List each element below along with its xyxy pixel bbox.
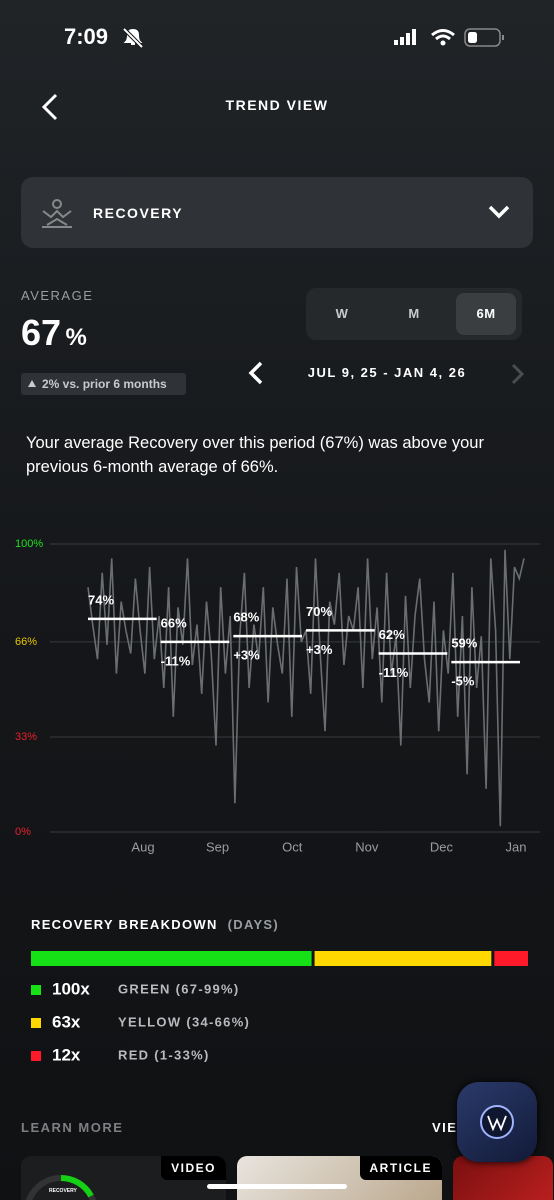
breakdown-segment (494, 951, 528, 966)
learn-more-title: LEARN MORE (21, 1120, 124, 1135)
x-tick-label: Jan (506, 839, 527, 854)
x-tick-label: Aug (131, 839, 154, 854)
home-indicator (207, 1184, 347, 1189)
status-time: 7:09 (64, 24, 109, 49)
subtitle: (DAYS) (228, 917, 279, 932)
next-period[interactable] (508, 362, 526, 386)
change-text: 2% vs. prior 6 months (42, 377, 167, 391)
category-label: GREEN (67-99%) (118, 981, 240, 996)
change-label: -5% (451, 674, 475, 689)
thumb-label: RECOVERY (49, 1188, 77, 1194)
category-label: RED (1-33%) (118, 1047, 210, 1062)
x-tick-label: Oct (282, 839, 303, 854)
period-tab[interactable]: 6M (456, 293, 516, 335)
change-label: +3% (306, 642, 333, 657)
previous-period[interactable] (246, 360, 266, 386)
count-label: 12x (52, 1045, 81, 1064)
summary: Your average Recovery over this period (… (26, 434, 484, 476)
page-title: TREND VIEW (225, 97, 329, 113)
card-thumb (26, 1175, 96, 1200)
assistant-button[interactable] (457, 1082, 537, 1162)
average-label: 68% (233, 610, 259, 625)
breakdown-segment (31, 951, 312, 966)
period-tabs: W M 6M (306, 288, 522, 340)
mute-icon (122, 27, 144, 49)
metric-label: RECOVERY (93, 205, 184, 221)
change-badge: 2% vs. prior 6 months (21, 373, 186, 395)
card-tag: VIDEO (161, 1156, 226, 1180)
title: RECOVERY BREAKDOWN (31, 917, 218, 932)
average-value: 67 % (21, 312, 87, 354)
x-tick-label: Dec (430, 839, 454, 854)
legend-swatch (31, 1051, 41, 1061)
card-tag: ARTICLE (359, 1156, 442, 1180)
recovery-icon (42, 199, 72, 228)
y-tick-label: 100% (15, 538, 43, 550)
average-label: 59% (451, 636, 477, 651)
category-label: YELLOW (34-66%) (118, 1014, 250, 1029)
dropdown-chevron (488, 205, 510, 219)
metric-selector[interactable]: RECOVERY (21, 177, 533, 248)
breakdown-title: RECOVERY BREAKDOWN (DAYS) (31, 917, 279, 932)
average-number: 67 (21, 312, 62, 353)
video-card[interactable]: RECOVERY VIDEO (21, 1156, 226, 1200)
legend-swatch (31, 1018, 41, 1028)
change-label: +3% (233, 648, 260, 663)
status-icons (394, 28, 504, 47)
average-label: 66% (161, 615, 187, 630)
assistant-icon (480, 1105, 514, 1139)
y-tick-label: 66% (15, 636, 37, 648)
average-label: 74% (88, 592, 114, 607)
average-label: 70% (306, 604, 332, 619)
average-label: AVERAGE (21, 288, 94, 303)
next-card[interactable] (453, 1156, 553, 1200)
average-unit: % (65, 324, 87, 351)
back-button[interactable] (38, 92, 62, 122)
legend-swatch (31, 985, 41, 995)
average-label: 62% (379, 627, 405, 642)
article-card[interactable]: ARTICLE (237, 1156, 442, 1200)
count-label: 63x (52, 1012, 81, 1031)
y-tick-label: 0% (15, 826, 31, 838)
x-tick-label: Sep (206, 839, 229, 854)
period-tab[interactable]: W (335, 306, 349, 321)
y-tick-label: 33% (15, 731, 37, 743)
change-label: -11% (379, 665, 409, 680)
x-tick-label: Nov (355, 839, 379, 854)
breakdown-segment (314, 951, 492, 966)
date-range: JUL 9, 25 - JAN 4, 26 (307, 365, 467, 380)
count-label: 100x (52, 979, 90, 998)
charts: 0% 33% 66% 100% Aug Sep Oct Nov Dec Jan 74% 66% -11%… (15, 537, 540, 1064)
period-tab[interactable]: M (408, 306, 420, 321)
up-arrow (28, 380, 36, 387)
change-label: -11% (161, 653, 191, 668)
